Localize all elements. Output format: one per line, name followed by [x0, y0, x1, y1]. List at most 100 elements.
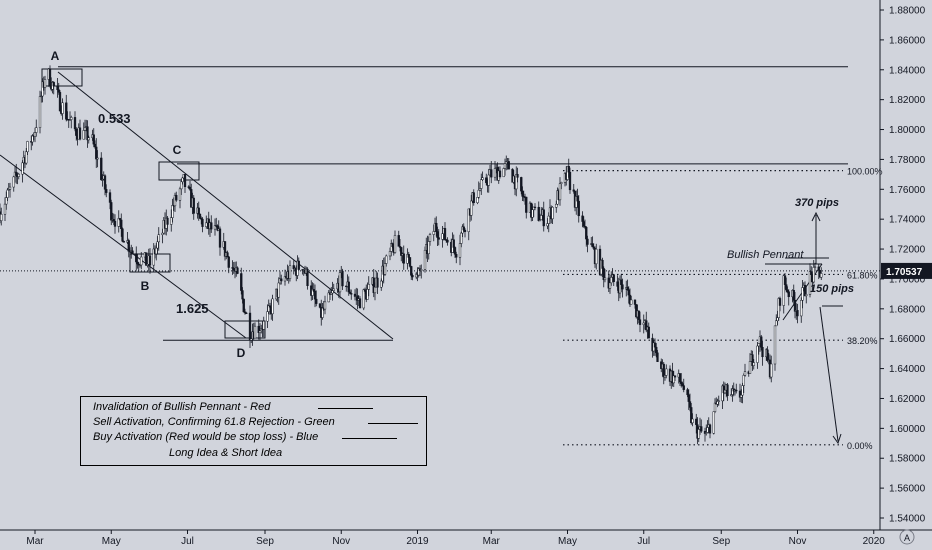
candle-body — [498, 170, 502, 178]
pips-up-label: 370 pips — [795, 197, 839, 209]
candle-body — [113, 220, 117, 227]
candle-body — [432, 231, 435, 235]
candle-body — [740, 394, 743, 398]
candle-body — [477, 189, 480, 198]
candle-body — [362, 289, 365, 309]
candle-body — [665, 368, 668, 376]
legend-swatch-blue — [342, 438, 397, 439]
candle-body — [3, 203, 7, 215]
candle-body — [591, 243, 594, 248]
candle-body — [662, 363, 665, 378]
candle-body — [555, 203, 558, 208]
candle-body — [726, 384, 729, 396]
candle-body — [436, 231, 439, 238]
candle-body — [531, 209, 534, 218]
candle-body — [306, 268, 309, 286]
candle-body — [453, 247, 457, 255]
candle-body — [70, 117, 73, 120]
candle-body — [170, 217, 173, 225]
candle-body — [391, 243, 394, 247]
x-tick-label: May — [558, 536, 577, 547]
candle-body — [122, 240, 125, 243]
y-tick-label: 1.68000 — [889, 304, 926, 315]
candle-body — [210, 222, 213, 230]
candle-body — [687, 394, 690, 402]
pattern-label: Bullish Pennant — [727, 249, 804, 261]
candle-body — [521, 190, 524, 197]
candle-body — [612, 274, 615, 283]
x-tick-label: 2020 — [863, 536, 886, 547]
candle-body — [785, 284, 788, 291]
candle-body — [691, 418, 694, 424]
candle-body — [277, 282, 280, 298]
candle-body — [560, 182, 563, 184]
candle-body — [245, 312, 248, 314]
candle-body — [223, 241, 227, 257]
candle-body — [242, 298, 245, 313]
candle-body — [723, 389, 727, 394]
candle-body — [86, 126, 89, 141]
candle-body — [135, 253, 138, 263]
y-tick-label: 1.64000 — [889, 364, 926, 375]
candle-body — [493, 168, 497, 178]
candle-body — [516, 174, 519, 178]
candle-body — [175, 194, 178, 201]
candle-body — [385, 255, 388, 264]
candle-body — [812, 267, 815, 283]
candle-body — [366, 289, 369, 300]
point-label-c: C — [173, 143, 182, 157]
x-tick-label: Nov — [789, 536, 807, 547]
candle-body — [226, 252, 229, 258]
candle-body — [105, 189, 108, 193]
candle-body — [383, 263, 387, 275]
candle-body — [783, 275, 787, 285]
candle-body — [455, 254, 458, 258]
candle-body — [127, 240, 130, 252]
candle-body — [610, 277, 613, 284]
candle-body — [25, 151, 28, 164]
candle-body — [241, 290, 244, 300]
candle-body — [533, 206, 537, 209]
candle-body — [95, 146, 98, 160]
x-tick-label: Jul — [637, 536, 650, 547]
fib-level-label: 38.20% — [847, 336, 878, 346]
y-tick-label: 1.86000 — [889, 35, 926, 46]
candle-body — [695, 418, 698, 425]
candle-body — [407, 254, 410, 258]
candle-body — [93, 143, 97, 148]
y-tick-label: 1.62000 — [889, 394, 926, 405]
candle-body — [157, 234, 160, 243]
arrow-down-line — [819, 306, 839, 442]
candle-body — [205, 222, 208, 227]
candle-body — [423, 249, 427, 270]
candle-body — [420, 269, 423, 271]
candle-body — [503, 163, 507, 169]
candle-body — [452, 239, 455, 248]
candle-body — [253, 325, 257, 339]
candle-body — [181, 177, 184, 183]
x-tick-label: 2019 — [406, 536, 429, 547]
candle-body — [470, 200, 473, 216]
point-label-d: D — [237, 346, 246, 360]
candle-body — [476, 197, 479, 204]
candle-body — [688, 401, 692, 408]
candle-body — [411, 275, 414, 278]
y-tick-label: 1.70000 — [889, 274, 926, 285]
candle-body — [490, 169, 493, 178]
candle-body — [312, 289, 315, 292]
candle-body — [376, 277, 379, 288]
candle-body — [673, 375, 677, 378]
candle-body — [227, 256, 230, 268]
candle-body — [58, 92, 62, 112]
box-c — [158, 161, 200, 181]
candle-body — [801, 287, 804, 301]
candle-body — [192, 197, 195, 214]
legend-swatch-green — [368, 423, 418, 424]
candle-body — [601, 259, 604, 269]
pips-small-label: 150 pips — [810, 283, 854, 295]
candle-body — [446, 239, 449, 243]
candle-body — [232, 268, 235, 271]
candle-body — [240, 273, 243, 291]
candle-body — [481, 177, 484, 180]
candle-body — [435, 222, 438, 232]
